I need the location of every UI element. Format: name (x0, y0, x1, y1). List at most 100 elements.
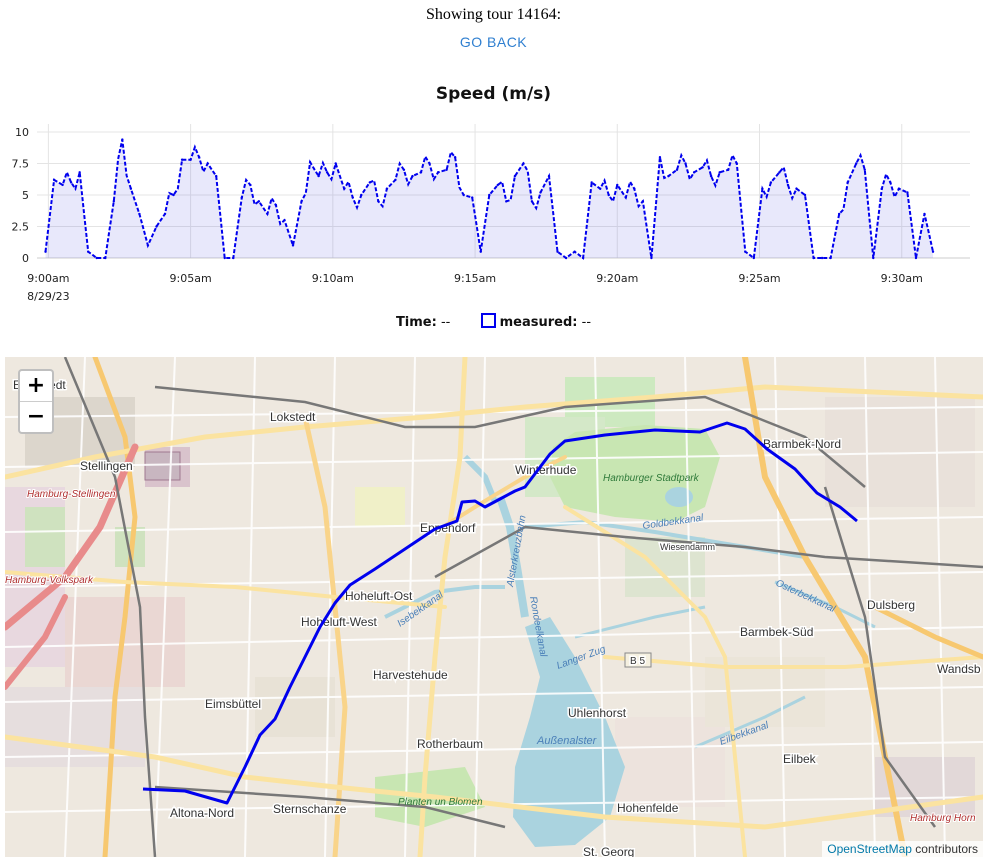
data-point-measured (197, 156, 201, 159)
data-point-measured (658, 156, 662, 159)
x-date-label: 8/29/23 (27, 290, 69, 303)
data-point-measured (744, 250, 747, 253)
data-point-measured (445, 168, 448, 171)
data-point-measured (104, 256, 107, 260)
data-point-measured (607, 193, 610, 197)
data-point-measured (394, 178, 397, 182)
zoom-in-button[interactable]: + (20, 371, 52, 402)
data-point-measured (530, 200, 534, 203)
data-point-measured (146, 244, 150, 247)
data-point-measured (667, 174, 670, 178)
data-point-measured (863, 168, 866, 171)
data-point-measured (300, 200, 303, 203)
data-point-measured (778, 171, 781, 174)
data-point-measured (880, 187, 884, 190)
data-point-measured (419, 171, 423, 174)
data-point-measured (308, 161, 312, 164)
place-label-eilbek: Eilbek (783, 752, 817, 766)
go-back-link[interactable]: GO BACK (459, 34, 528, 50)
data-point-measured (462, 193, 465, 197)
place-label-rotherbaum: Rotherbaum (417, 737, 483, 751)
data-point-measured (343, 187, 346, 190)
place-label-hoheluft-west: Hoheluft-West (301, 615, 377, 629)
data-point-measured (411, 174, 414, 178)
data-point-measured (786, 183, 790, 187)
place-label-lokstedt: Lokstedt (270, 410, 316, 424)
data-point-measured (223, 256, 226, 260)
y-tick-label: 7.5 (12, 158, 30, 171)
data-point-measured (189, 158, 192, 161)
data-point-measured (624, 196, 628, 199)
data-point-measured (727, 168, 730, 171)
data-point-measured (505, 200, 508, 203)
osm-attribution-link[interactable]: OpenStreetMap (827, 842, 912, 856)
data-point-measured (479, 250, 482, 253)
data-point-measured (274, 203, 278, 207)
data-point-measured (820, 256, 824, 260)
data-point-measured (334, 162, 337, 165)
legend-series-label[interactable]: measured: (499, 315, 578, 330)
place-label-hamburg-horn: Hamburg Horn (910, 813, 976, 824)
x-tick-label: 9:10am (312, 272, 354, 285)
data-point-measured (471, 196, 474, 199)
data-point-measured (761, 187, 764, 190)
data-point-measured (69, 181, 73, 184)
data-point-measured (138, 212, 141, 216)
attribution-text: contributors (911, 842, 978, 856)
data-point-measured (155, 225, 158, 228)
data-point-measured (539, 191, 542, 194)
map-attribution: OpenStreetMap contributors (822, 841, 983, 857)
place-label-winterhude: Winterhude (515, 463, 577, 477)
place-label-altona-nord: Altona-Nord (170, 806, 234, 820)
place-label-barmbek-sued: Barmbek-Süd (740, 625, 813, 639)
data-point-measured (547, 174, 551, 178)
data-point-measured (795, 187, 798, 190)
data-point-measured (249, 183, 252, 187)
x-tick-label: 9:25am (738, 272, 780, 285)
data-point-measured (215, 174, 218, 178)
data-point-measured (44, 250, 47, 253)
y-tick-label: 2.5 (12, 221, 30, 234)
y-tick-label: 5 (22, 189, 29, 202)
place-label-sternschanze: Sternschanze (273, 802, 347, 816)
x-tick-label: 9:15am (454, 272, 496, 285)
place-label-hamburg-stellingen: Hamburg-Stellingen (27, 489, 116, 500)
data-point-measured (684, 162, 687, 165)
data-point-measured (872, 256, 875, 260)
data-point-measured (701, 166, 704, 169)
data-point-measured (769, 181, 773, 184)
speed-chart[interactable]: 0 2.5 5 7.5 10 9:00am 9:05am 9:10am 9:15am 9:20a… (0, 115, 987, 315)
data-point-measured (709, 174, 713, 178)
place-label-eimsbuettel: Eimsbüttel (205, 697, 261, 711)
data-point-measured (52, 178, 56, 182)
place-label-uhlenhorst: Uhlenhorst (568, 706, 627, 720)
legend-measured-swatch[interactable] (480, 313, 496, 328)
x-tick-label: 9:30am (881, 272, 923, 285)
y-tick-label: 10 (15, 126, 29, 139)
data-point-measured (590, 181, 593, 184)
x-tick-label: 9:20am (596, 272, 638, 285)
data-point-measured (368, 181, 372, 184)
legend-time-label: Time: (395, 315, 437, 330)
data-point-measured (325, 171, 329, 174)
place-label-hohenfelde: Hohenfelde (617, 801, 679, 815)
place-label-wiesendamm: Wiesendamm (660, 542, 715, 552)
data-point-measured (641, 200, 645, 203)
x-tick-label: 9:00am (27, 272, 69, 285)
data-point-measured (513, 174, 517, 178)
map-view[interactable]: Eidelstedt Lokstedt Stellingen Hamburg-S… (5, 357, 983, 857)
park-label-stadtpark: Hamburger Stadtpark (603, 473, 700, 484)
data-point-measured (914, 256, 918, 260)
data-point-measured (581, 256, 585, 260)
place-label-barmbek-nord: Barmbek-Nord (763, 437, 841, 451)
data-point-measured (172, 193, 175, 197)
zoom-out-button[interactable]: − (26, 404, 46, 429)
data-point-measured (522, 162, 525, 165)
place-label-stellingen: Stellingen (80, 459, 133, 473)
data-point-measured (257, 200, 261, 203)
data-point-measured (78, 171, 81, 174)
data-point-measured (496, 183, 500, 187)
data-point-measured (436, 171, 440, 174)
data-point-measured (735, 162, 738, 165)
map-tiles: Eidelstedt Lokstedt Stellingen Hamburg-S… (5, 357, 983, 857)
